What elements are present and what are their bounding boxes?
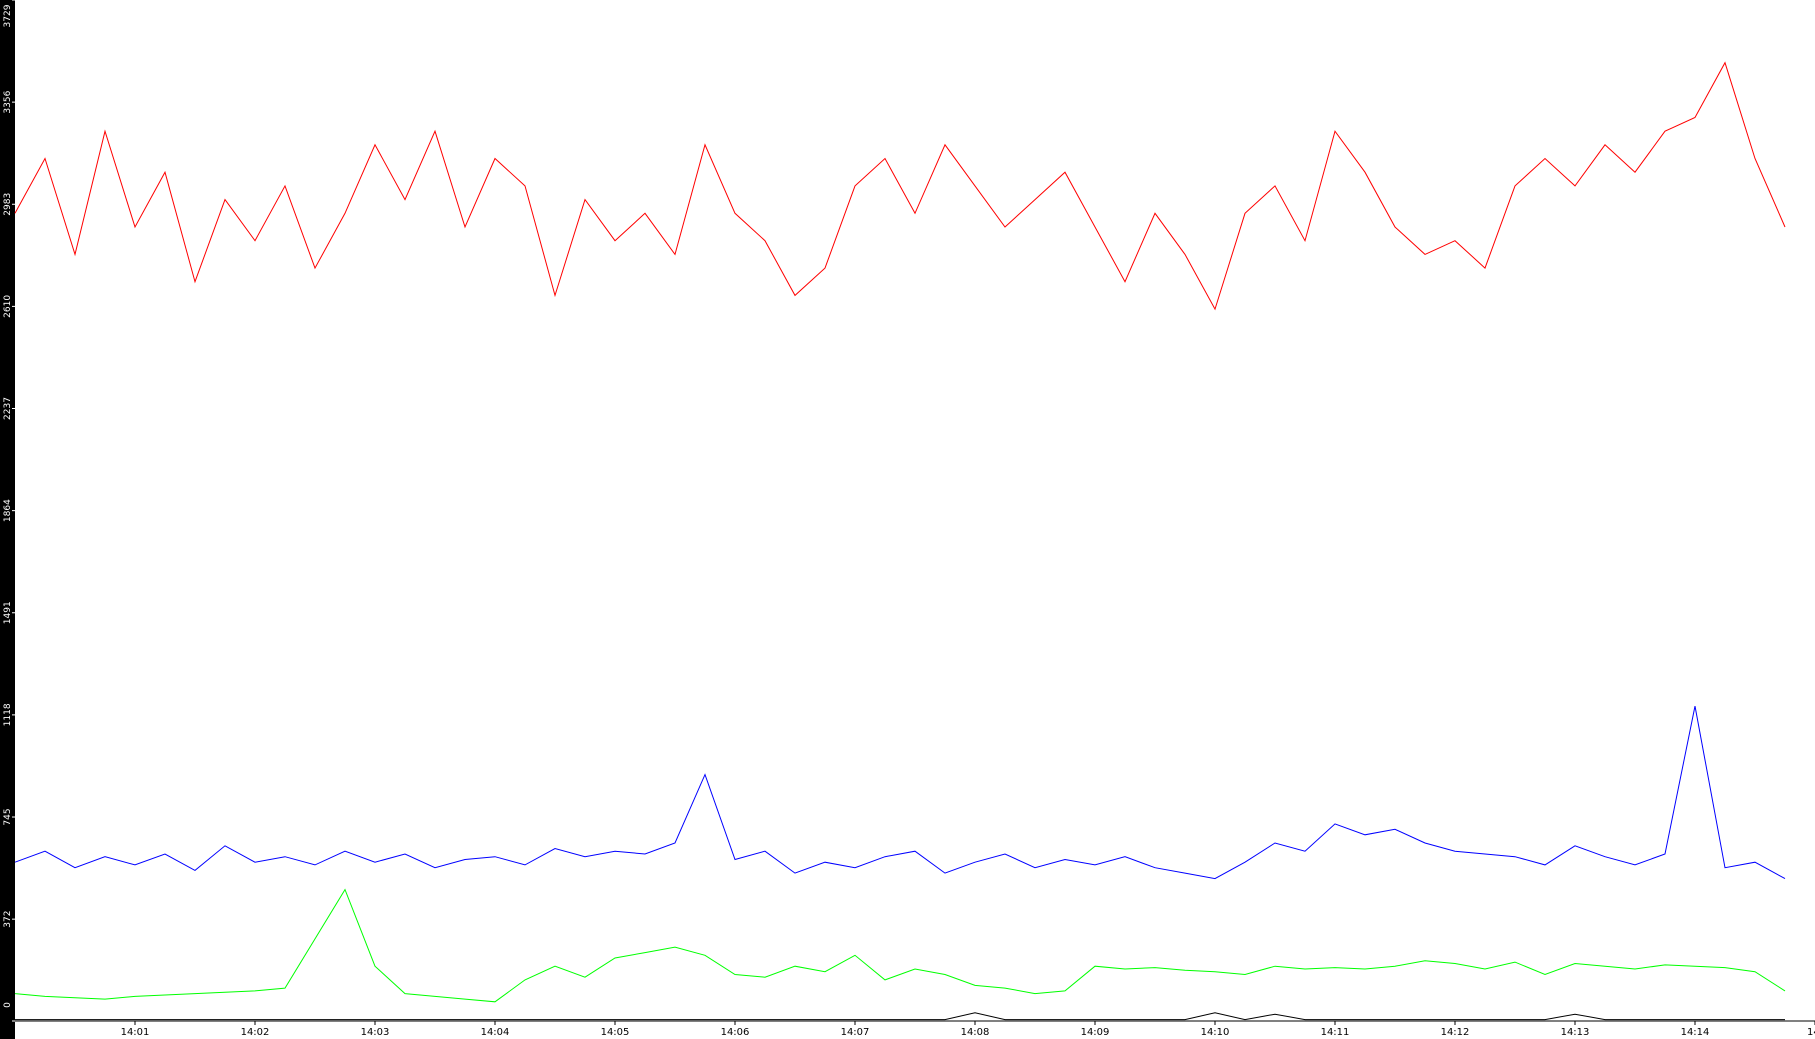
x-tick-label: 14:03 (361, 1027, 390, 1038)
series-line (15, 1012, 1785, 1021)
series-line (14, 888, 1786, 1003)
y-tick-label: 2983 (3, 193, 13, 216)
y-axis-band (0, 0, 15, 1039)
x-tick-label: 14:01 (121, 1027, 150, 1038)
y-tick-label: 2610 (3, 295, 13, 318)
x-tick-label: 14:10 (1201, 1027, 1230, 1038)
x-tick-label: 14:09 (1081, 1027, 1110, 1038)
y-tick-label: 1864 (3, 499, 13, 522)
y-tick-label: 3729 (3, 4, 13, 27)
x-tick-label: 14:14 (1681, 1027, 1710, 1038)
series-line (14, 706, 1786, 880)
y-tick-label: 2237 (3, 397, 13, 420)
x-tick-label: 14:06 (721, 1027, 750, 1038)
x-tick-label: 14:04 (481, 1027, 510, 1038)
x-tick-label: 14:08 (961, 1027, 990, 1038)
y-tick-label: 1491 (3, 601, 13, 624)
y-tick-label: 1118 (3, 703, 13, 726)
x-tick-label: 14: (1807, 1027, 1815, 1038)
series-line (14, 61, 1786, 311)
x-tick-label: 14:07 (841, 1027, 870, 1038)
x-tick-label: 14:13 (1561, 1027, 1590, 1038)
y-tick-label: 0 (3, 1002, 13, 1008)
x-tick-label: 14:12 (1441, 1027, 1470, 1038)
x-tick-label: 14:05 (601, 1027, 630, 1038)
x-tick-label: 14:11 (1321, 1027, 1350, 1038)
y-tick-label: 372 (3, 911, 13, 928)
x-tick-label: 14:02 (241, 1027, 270, 1038)
y-tick-label: 745 (3, 808, 13, 825)
y-tick-label: 3356 (3, 90, 13, 113)
